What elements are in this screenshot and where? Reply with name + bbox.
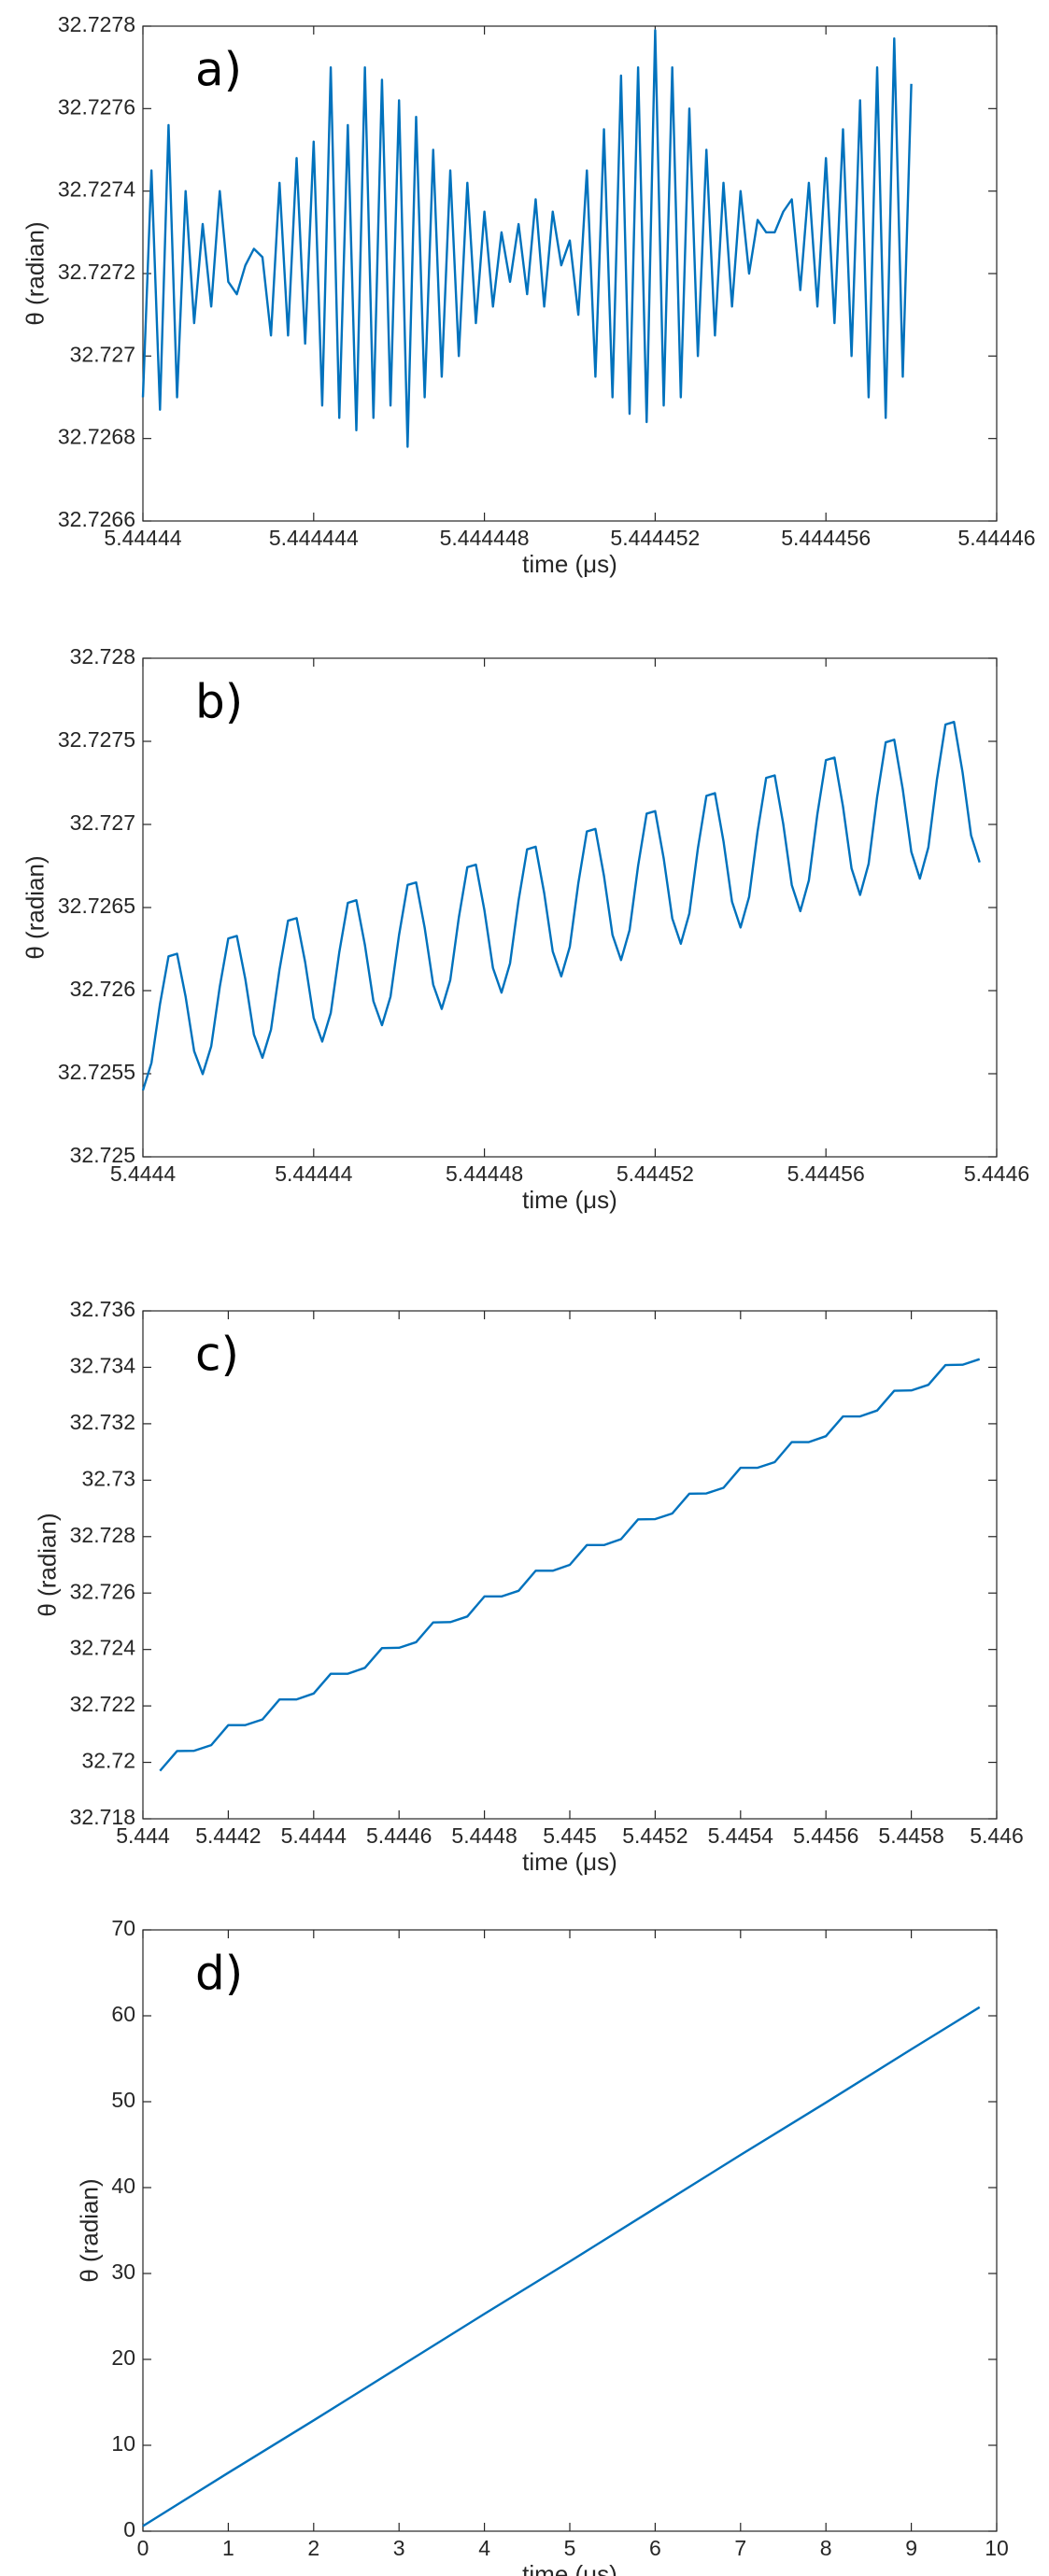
x-tick-label: 5.444456	[781, 526, 871, 550]
y-tick-label: 32.722	[70, 1692, 135, 1716]
x-tick-label: 1	[222, 2536, 234, 2560]
y-axis-label: θ (radian)	[75, 2178, 103, 2282]
x-tick-label: 5.446	[970, 1823, 1024, 1848]
data-line	[142, 2006, 981, 2527]
x-tick-label: 5.44452	[617, 1161, 694, 1186]
x-tick-label: 5.444444	[269, 526, 359, 550]
data-line	[141, 720, 981, 1091]
x-tick-label: 5.444452	[610, 526, 700, 550]
y-tick-label: 32.728	[70, 1523, 135, 1547]
y-tick-label: 32.7274	[58, 177, 135, 202]
y-tick-label: 32.724	[70, 1636, 136, 1660]
y-tick-label: 32.734	[70, 1354, 136, 1378]
data-line	[159, 1358, 981, 1772]
x-tick-label: 5.444448	[440, 526, 530, 550]
x-tick-label: 5.44444	[104, 526, 181, 550]
x-axis-label: time (μs)	[522, 550, 617, 578]
y-tick-label: 40	[111, 2174, 135, 2198]
x-tick-label: 5.4444	[110, 1161, 177, 1186]
x-axis-label: time (μs)	[522, 1186, 617, 1214]
y-tick-label: 0	[123, 2517, 135, 2541]
x-tick-label: 5.4458	[878, 1823, 943, 1848]
y-tick-label: 50	[111, 2088, 135, 2112]
y-tick-label: 60	[111, 2002, 135, 2026]
panel-label: b)	[195, 675, 243, 729]
x-tick-label: 2	[307, 2536, 319, 2560]
y-tick-label: 32.725	[70, 1143, 135, 1167]
y-tick-label: 20	[111, 2345, 135, 2370]
x-tick-label: 7	[734, 2536, 746, 2560]
x-tick-label: 9	[905, 2536, 917, 2560]
y-axis-label: θ (radian)	[34, 1513, 62, 1616]
y-tick-label: 32.736	[70, 1297, 135, 1321]
x-tick-label: 5	[564, 2536, 576, 2560]
axes-frame	[142, 1929, 998, 2532]
axes-frame	[142, 1310, 998, 1820]
x-tick-label: 6	[649, 2536, 661, 2560]
x-tick-label: 4	[478, 2536, 490, 2560]
y-tick-label: 32.7265	[58, 894, 135, 918]
y-tick-label: 32.7276	[58, 94, 135, 119]
x-tick-label: 5.4452	[622, 1823, 688, 1848]
x-tick-label: 5.4444	[281, 1823, 347, 1848]
axes-frame	[142, 657, 998, 1158]
y-tick-label: 32.727	[70, 810, 135, 835]
x-tick-label: 5.44456	[787, 1161, 865, 1186]
axes-frame	[142, 25, 998, 522]
y-tick-label: 32.727	[70, 342, 135, 366]
y-tick-label: 32.732	[70, 1410, 135, 1434]
panel-label: d)	[195, 1947, 243, 2001]
x-tick-label: 8	[820, 2536, 832, 2560]
x-axis-label: time (μs)	[522, 2560, 617, 2576]
y-tick-label: 32.7266	[58, 507, 135, 531]
x-tick-label: 5.444	[116, 1823, 170, 1848]
x-tick-label: 3	[393, 2536, 405, 2560]
y-tick-label: 32.7268	[58, 425, 135, 449]
x-tick-label: 5.4442	[195, 1823, 261, 1848]
y-tick-label: 30	[111, 2259, 135, 2284]
y-tick-label: 10	[111, 2431, 135, 2456]
x-tick-label: 5.4454	[708, 1823, 774, 1848]
y-tick-label: 32.7255	[58, 1060, 135, 1084]
x-tick-label: 5.4446	[964, 1161, 1029, 1186]
y-tick-label: 32.718	[70, 1805, 135, 1829]
panel-label: a)	[195, 43, 242, 97]
y-tick-label: 70	[111, 1916, 135, 1940]
y-tick-label: 32.726	[70, 1579, 135, 1603]
panel-label: c)	[195, 1328, 239, 1382]
y-axis-label: θ (radian)	[21, 221, 50, 325]
y-tick-label: 32.7278	[58, 12, 135, 36]
y-tick-label: 32.7275	[58, 727, 135, 752]
y-tick-label: 32.728	[70, 644, 135, 669]
y-tick-label: 32.73	[81, 1466, 135, 1490]
x-tick-label: 5.4446	[366, 1823, 432, 1848]
x-tick-label: 5.4456	[793, 1823, 858, 1848]
y-tick-label: 32.726	[70, 977, 135, 1001]
x-tick-label: 5.4448	[451, 1823, 517, 1848]
x-tick-label: 5.445	[543, 1823, 597, 1848]
data-line	[141, 29, 913, 448]
x-tick-label: 5.44446	[957, 526, 1035, 550]
axes-background	[143, 658, 997, 1157]
x-tick-label: 0	[137, 2536, 149, 2560]
x-tick-label: 5.44444	[275, 1161, 352, 1186]
axes-background	[143, 1930, 997, 2531]
y-tick-label: 32.72	[81, 1749, 135, 1773]
x-axis-label: time (μs)	[522, 1848, 617, 1876]
y-tick-label: 32.7272	[58, 260, 135, 284]
x-tick-label: 5.44448	[446, 1161, 523, 1186]
y-axis-label: θ (radian)	[21, 855, 50, 959]
axes-background	[143, 26, 997, 521]
x-tick-label: 10	[985, 2536, 1009, 2560]
